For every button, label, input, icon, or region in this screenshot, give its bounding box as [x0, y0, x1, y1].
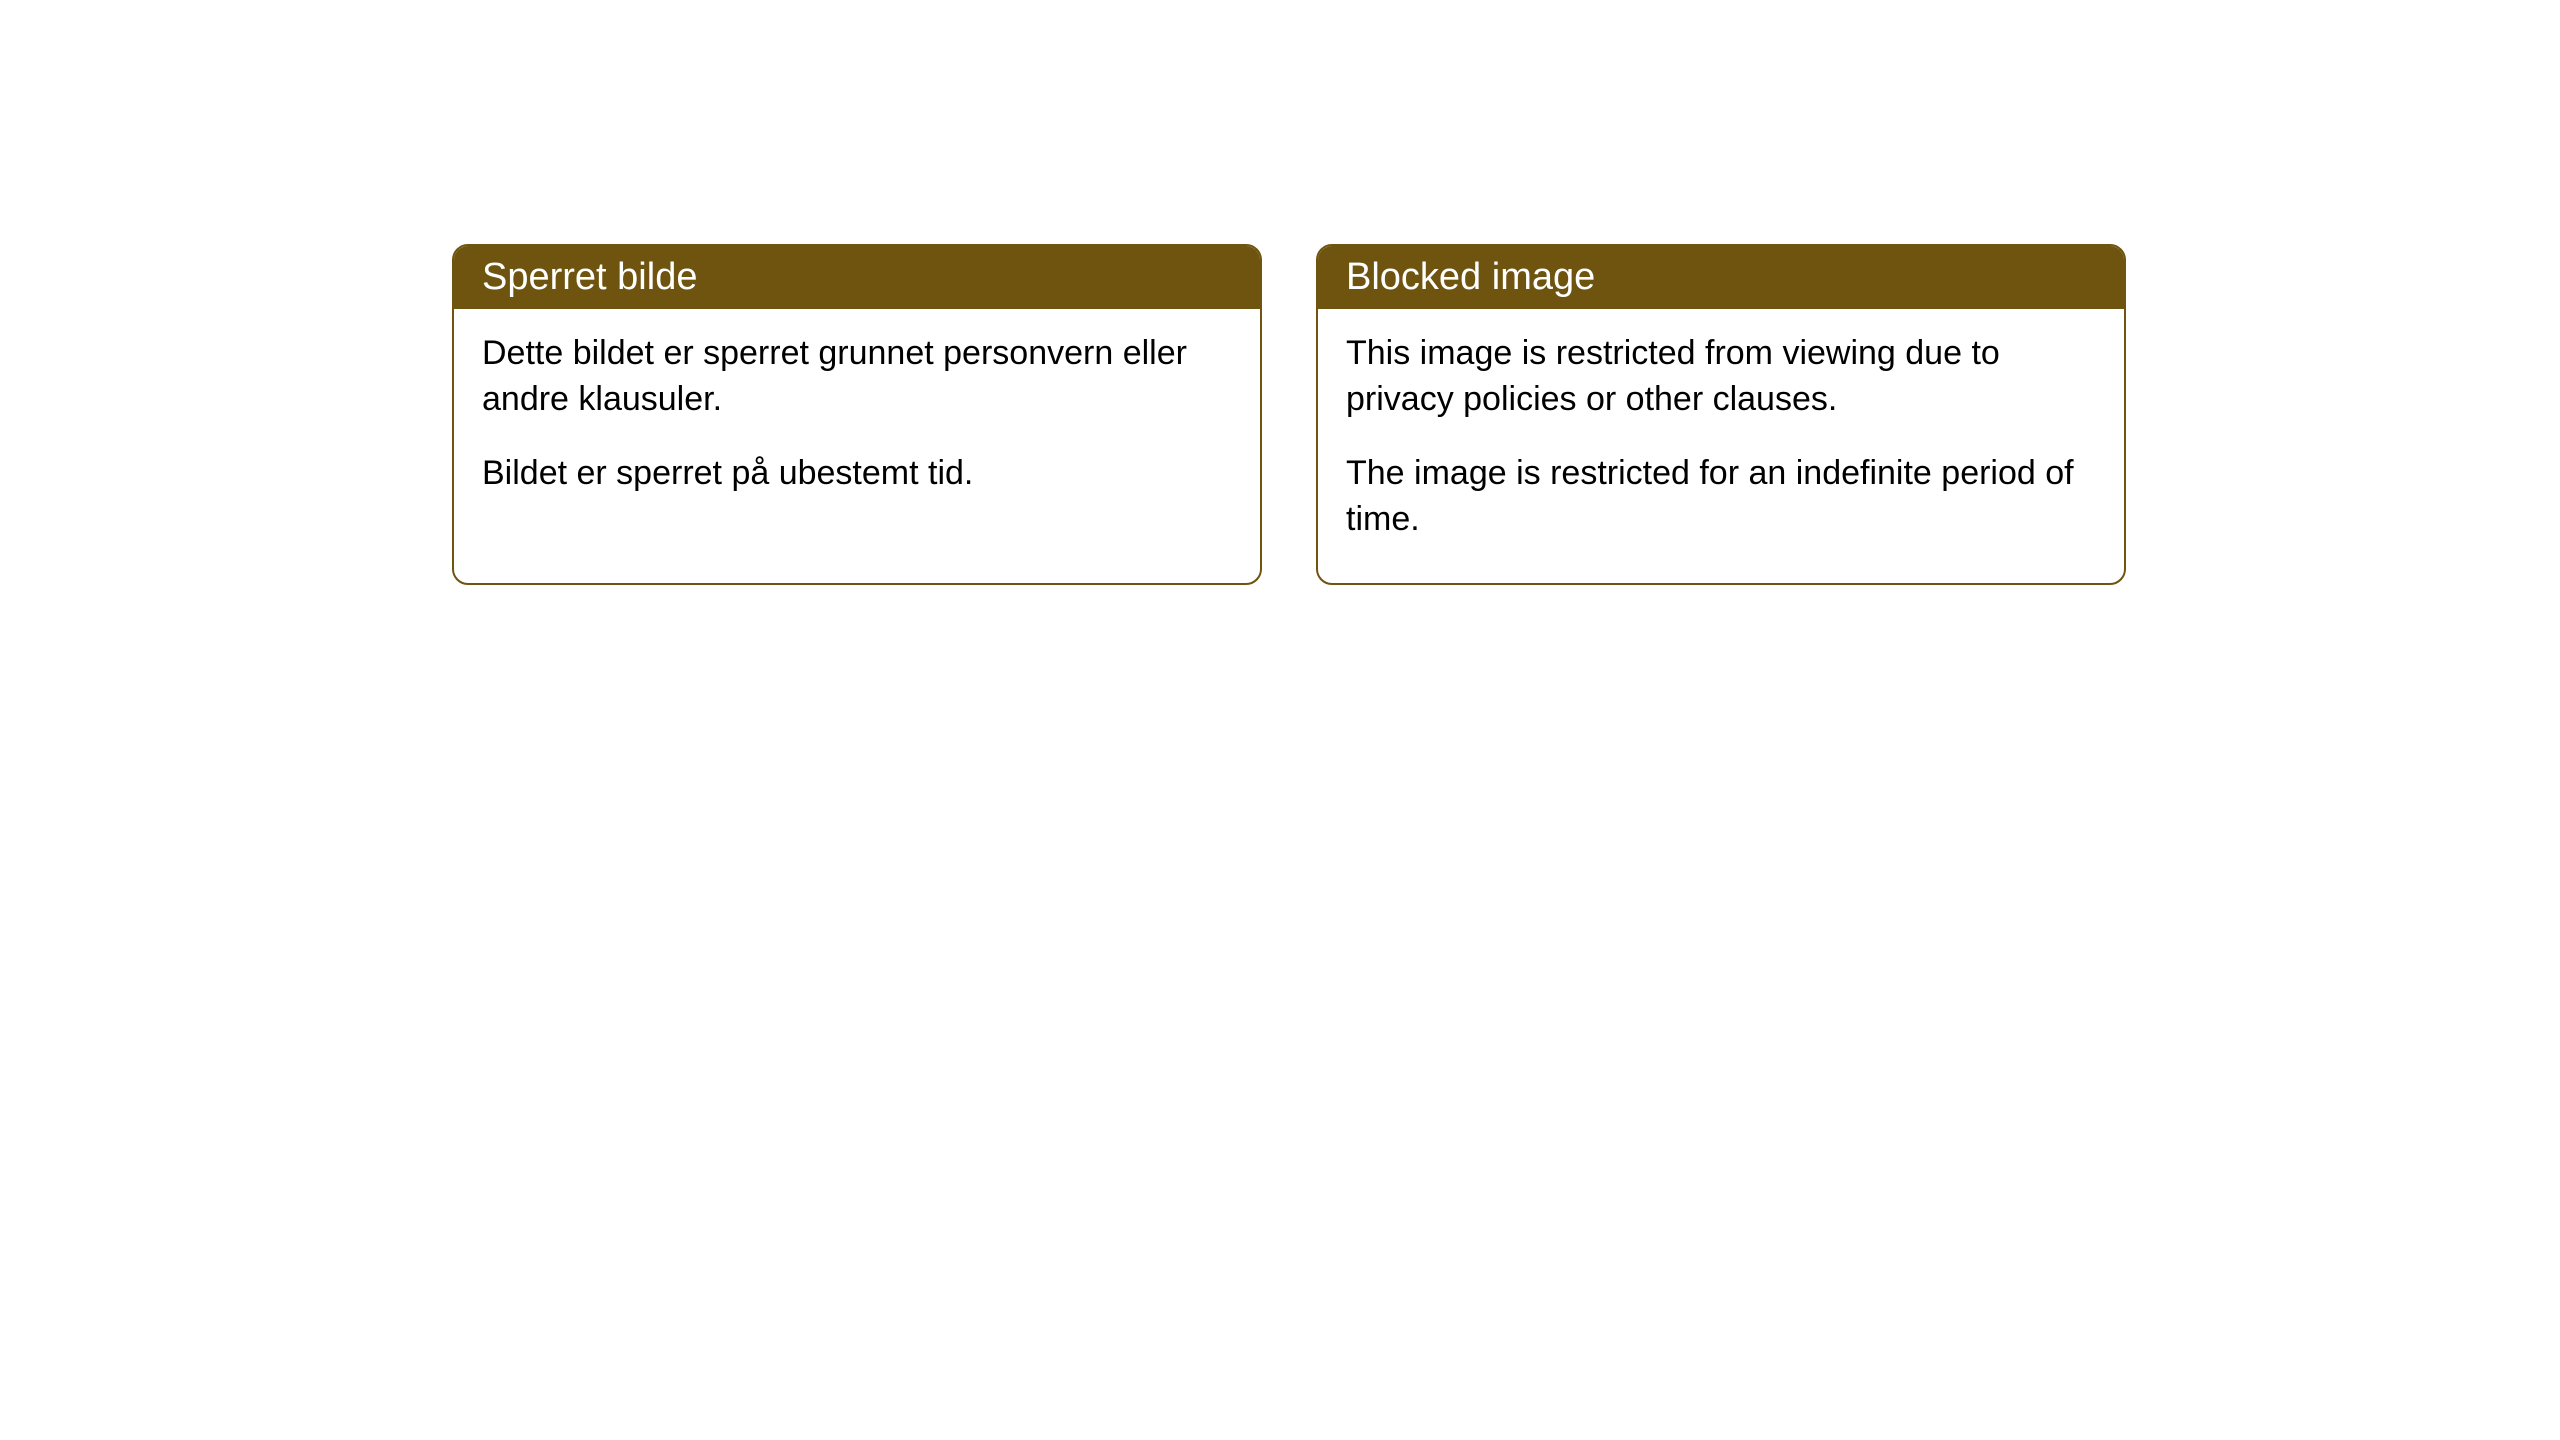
card-paragraph: This image is restricted from viewing du…	[1346, 331, 2096, 423]
card-body: This image is restricted from viewing du…	[1318, 309, 2124, 583]
card-paragraph: Bildet er sperret på ubestemt tid.	[482, 451, 1232, 497]
card-paragraph: Dette bildet er sperret grunnet personve…	[482, 331, 1232, 423]
card-header: Sperret bilde	[454, 246, 1260, 309]
info-card-english: Blocked image This image is restricted f…	[1316, 244, 2126, 585]
card-title: Blocked image	[1346, 256, 1595, 298]
card-body: Dette bildet er sperret grunnet personve…	[454, 309, 1260, 537]
info-cards-container: Sperret bilde Dette bildet er sperret gr…	[452, 244, 2126, 585]
info-card-norwegian: Sperret bilde Dette bildet er sperret gr…	[452, 244, 1262, 585]
card-header: Blocked image	[1318, 246, 2124, 309]
card-title: Sperret bilde	[482, 256, 697, 298]
card-paragraph: The image is restricted for an indefinit…	[1346, 451, 2096, 543]
